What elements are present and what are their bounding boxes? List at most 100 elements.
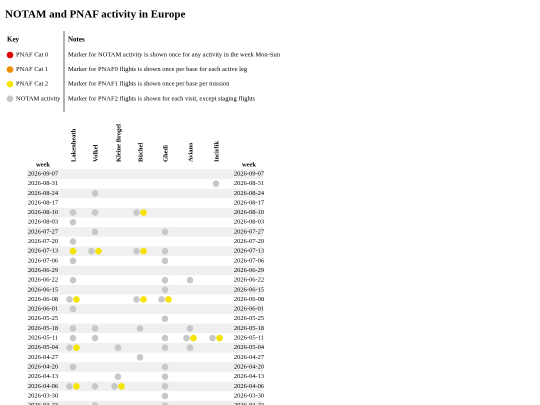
week-label: 2026-03-30 [234,392,264,399]
key-dot [6,51,14,59]
activity-marker [95,247,102,255]
row-band [27,323,263,334]
week-label: 2026-06-15 [234,286,264,293]
key-dot [6,80,14,88]
week-label: 2026-09-07 [28,170,59,177]
key-label: PNAF Cat 2 [16,81,48,88]
week-label: 2026-08-10 [234,209,264,216]
week-label: 2026-07-27 [28,228,59,235]
week-label: 2026-08-31 [28,180,58,187]
activity-marker [140,209,147,216]
week-header: week [36,161,50,168]
week-label: 2026-05-25 [234,315,264,322]
activity-marker [114,373,122,380]
notes-heading: Notes [68,36,85,44]
week-label: 2026-04-13 [234,373,264,380]
key-dot [6,95,14,103]
week-header: week [242,161,256,168]
column-header: Kleine Brogel [115,124,122,162]
activity-marker [186,276,194,284]
activity-marker [69,218,77,226]
week-label: 2026-07-06 [234,257,265,264]
activity-marker [133,296,140,303]
column-header: Volkel [92,144,99,162]
key-note: Marker for PNAF2 flights is shown for ea… [68,95,255,102]
week-label: 2026-03-23 [28,402,58,405]
key-label: NOTAM activity [16,95,61,102]
activity-marker [161,334,169,342]
week-label: 2026-06-29 [28,267,58,274]
week-label: 2026-08-31 [234,180,264,187]
activity-marker [69,305,77,313]
activity-marker [212,180,220,187]
activity-marker [216,334,223,342]
activity-marker [140,247,147,255]
key-heading: Key [7,36,20,44]
activity-marker [69,325,77,332]
week-label: 2026-05-11 [234,335,264,342]
column-header: Ghedi [162,145,169,162]
activity-marker [91,190,99,197]
activity-marker [66,296,73,303]
week-label: 2026-07-20 [28,238,58,245]
activity-marker [73,296,80,303]
week-label: 2026-07-06 [28,257,59,264]
activity-marker [91,383,99,390]
activity-marker [186,344,194,352]
week-label: 2026-05-04 [234,344,265,351]
activity-marker [73,383,80,390]
week-label: 2026-06-22 [28,277,58,284]
activity-marker [69,334,77,342]
week-label: 2026-04-27 [234,354,265,361]
activity-marker [133,247,140,255]
activity-marker [118,383,125,390]
week-label: 2026-05-11 [28,335,58,342]
week-label: 2026-07-13 [234,248,264,255]
row-band [27,342,263,353]
activity-marker [69,209,77,216]
activity-marker [161,228,169,236]
activity-marker [161,373,169,380]
activity-marker [183,334,190,342]
key-dot [6,66,14,73]
week-label: 2026-04-27 [28,354,59,361]
activity-marker [91,325,99,332]
week-label: 2026-03-30 [28,392,58,399]
week-label: 2026-04-06 [234,383,265,390]
activity-marker [161,383,169,390]
row-band [27,284,263,295]
activity-marker [209,334,216,342]
activity-marker [161,276,169,284]
week-label: 2026-09-07 [234,170,265,177]
activity-marker [91,209,99,216]
activity-marker [161,286,169,294]
activity-marker [66,344,73,352]
week-label: 2026-08-24 [234,190,265,197]
row-band [27,265,263,276]
week-label: 2026-06-29 [234,267,264,274]
week-label: 2026-05-25 [28,315,58,322]
week-label: 2026-06-01 [234,306,264,313]
week-label: 2026-08-03 [28,219,58,226]
row-band [27,169,263,179]
week-label: 2026-06-08 [28,296,58,303]
row-band [27,381,263,392]
activity-marker [66,383,73,390]
activity-marker [91,402,99,405]
key-label: PNAF Cat 1 [16,66,48,73]
week-label: 2026-04-20 [28,363,58,370]
column-header: Lakenheath [70,128,77,162]
week-label: 2026-08-24 [28,190,59,197]
key-label: PNAF Cat 0 [16,51,48,58]
week-label: 2026-08-03 [234,219,264,226]
week-label: 2026-07-13 [28,248,58,255]
week-label: 2026-06-15 [28,286,58,293]
week-label: 2026-06-01 [28,306,58,313]
activity-marker [165,296,172,303]
activity-marker [91,228,99,236]
column-header: Aviano [187,143,194,162]
activity-marker [73,344,80,352]
week-label: 2026-08-10 [28,209,58,216]
week-label: 2026-07-20 [234,238,264,245]
